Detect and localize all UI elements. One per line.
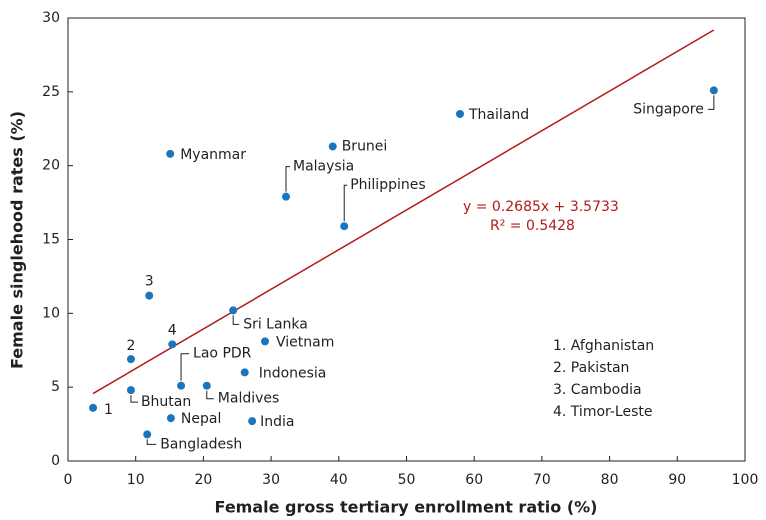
- leader-line: [232, 315, 240, 325]
- point: [261, 337, 270, 346]
- leader-line: [206, 390, 214, 400]
- key-entry: 1. Afghanistan: [553, 338, 654, 354]
- point: [145, 291, 154, 300]
- key-entry: 4. Timor-Leste: [553, 404, 653, 420]
- leader-line: [180, 353, 190, 381]
- point-label: Brunei: [342, 138, 388, 154]
- point: [166, 149, 175, 158]
- x-tick-label: 80: [601, 472, 619, 488]
- leader-line: [146, 439, 157, 445]
- point: [143, 430, 152, 439]
- point: [240, 368, 249, 377]
- point-label: Malaysia: [293, 159, 354, 175]
- point: [340, 222, 349, 231]
- point-label: 4: [168, 322, 177, 338]
- key-entry: 2. Pakistan: [553, 360, 629, 376]
- point-label: Singapore: [633, 101, 704, 117]
- point-label: 3: [145, 274, 154, 290]
- point-label: Bangladesh: [160, 436, 242, 452]
- key-entry: 3. Cambodia: [553, 382, 642, 398]
- point: [126, 386, 135, 395]
- point: [166, 414, 175, 423]
- point: [709, 86, 718, 95]
- point-label: 2: [127, 338, 136, 354]
- point-label: Sri Lanka: [243, 316, 308, 332]
- point-label: Lao PDR: [193, 346, 252, 362]
- y-tick-label: 0: [51, 453, 60, 469]
- point-label: Nepal: [181, 411, 221, 427]
- y-tick-label: 10: [42, 305, 60, 321]
- x-tick-label: 30: [262, 472, 280, 488]
- point-label: Maldives: [218, 391, 280, 407]
- point-label: Philippines: [350, 177, 425, 193]
- point: [248, 417, 257, 426]
- equation: y = 0.2685x + 3.5733: [463, 199, 619, 215]
- y-tick-label: 25: [42, 84, 60, 100]
- point: [328, 142, 337, 151]
- point-label: Indonesia: [259, 365, 327, 381]
- y-axis-title: Female singlehood rates (%): [8, 111, 27, 369]
- point-label: India: [260, 414, 294, 430]
- y-tick-label: 20: [42, 158, 60, 174]
- leader-line: [285, 166, 290, 192]
- x-axis-title: Female gross tertiary enrollment ratio (…: [215, 498, 598, 517]
- point: [229, 306, 238, 315]
- leader-line: [707, 95, 715, 110]
- point-label: Vietnam: [276, 334, 334, 350]
- point: [455, 109, 464, 118]
- point-label: 1: [104, 402, 113, 418]
- leader-line: [343, 184, 348, 222]
- point-label: Thailand: [468, 107, 529, 123]
- y-tick-label: 15: [42, 232, 60, 248]
- y-tick-label: 30: [42, 10, 60, 26]
- point-label: Myanmar: [180, 147, 246, 163]
- point: [281, 192, 290, 201]
- x-tick-label: 0: [64, 472, 73, 488]
- point: [177, 381, 186, 390]
- x-tick-label: 90: [668, 472, 686, 488]
- x-tick-label: 70: [533, 472, 551, 488]
- leader-line: [130, 395, 138, 403]
- x-tick-label: 40: [330, 472, 348, 488]
- point: [126, 355, 135, 364]
- point-label: Bhutan: [141, 394, 191, 410]
- x-tick-label: 50: [398, 472, 416, 488]
- x-tick-label: 10: [127, 472, 145, 488]
- point: [89, 403, 98, 412]
- point: [202, 381, 211, 390]
- y-tick-label: 5: [51, 379, 60, 395]
- r-squared: R² = 0.5428: [490, 218, 575, 234]
- x-tick-label: 20: [194, 472, 212, 488]
- x-tick-label: 100: [732, 472, 759, 488]
- point: [168, 340, 177, 349]
- x-tick-label: 60: [465, 472, 483, 488]
- trend-line: [92, 29, 715, 395]
